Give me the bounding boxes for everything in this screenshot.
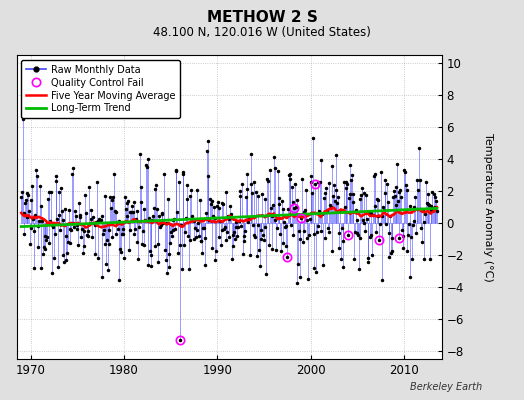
Y-axis label: Temperature Anomaly (°C): Temperature Anomaly (°C) (483, 133, 493, 282)
Text: METHOW 2 S: METHOW 2 S (206, 10, 318, 25)
Legend: Raw Monthly Data, Quality Control Fail, Five Year Moving Average, Long-Term Tren: Raw Monthly Data, Quality Control Fail, … (21, 60, 180, 118)
Text: Berkeley Earth: Berkeley Earth (410, 382, 482, 392)
Text: 48.100 N, 120.016 W (United States): 48.100 N, 120.016 W (United States) (153, 26, 371, 39)
